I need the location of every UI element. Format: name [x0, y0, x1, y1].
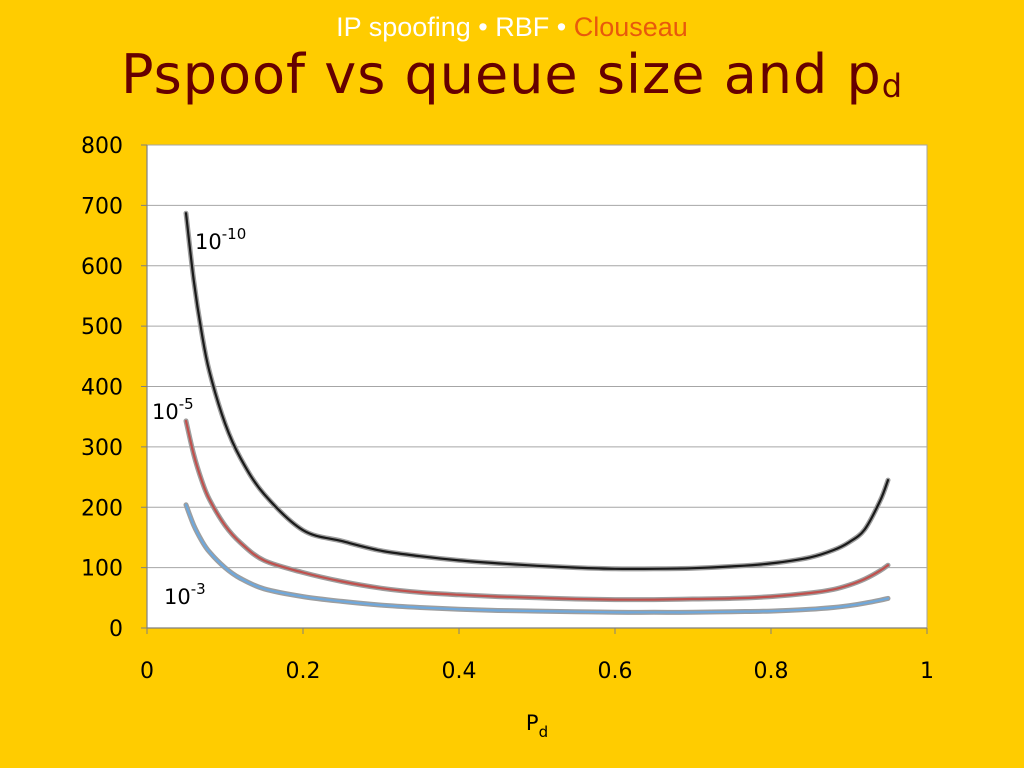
header-separator: •: [556, 12, 567, 42]
y-tick-label: 0: [109, 617, 123, 642]
y-tick-label: 800: [81, 134, 123, 159]
y-tick-label: 400: [81, 376, 123, 401]
header-topic-rbf: RBF: [495, 12, 550, 42]
series-line: [184, 212, 890, 571]
y-tick-label: 500: [81, 315, 123, 340]
series-label-base: 10: [164, 585, 191, 609]
x-tick-label: 0.8: [754, 659, 789, 684]
series-label: 10-10: [195, 225, 246, 254]
y-tick-label: 100: [81, 557, 123, 582]
slide-header: IP spoofing • RBF • Clouseau: [0, 10, 1024, 44]
series-label: 10-5: [152, 395, 194, 424]
x-tick-label: 0.6: [598, 659, 633, 684]
slide-title-subscript: d: [881, 67, 904, 105]
series-line: [184, 419, 890, 601]
y-tick-label: 700: [81, 194, 123, 219]
slide-title: Pspoof vs queue size and pd: [0, 42, 1024, 119]
series-label: 10-3: [164, 580, 206, 609]
series-label-exponent: -5: [179, 395, 194, 413]
x-tick-label: 0: [140, 659, 154, 684]
x-tick-label: 0.2: [286, 659, 321, 684]
series-label-exponent: -3: [191, 580, 206, 598]
x-tick-label: 0.4: [442, 659, 477, 684]
series-label-base: 10: [195, 230, 222, 254]
header-topic-ip-spoofing: IP spoofing: [336, 12, 471, 42]
series-label-base: 10: [152, 400, 179, 424]
y-tick-label: 300: [81, 436, 123, 461]
header-topic-clouseau: Clouseau: [573, 12, 688, 42]
header-separator: •: [478, 12, 488, 42]
slide-title-main: Pspoof vs queue size and p: [120, 43, 882, 106]
x-axis-label-subscript: d: [539, 723, 549, 741]
series-label-exponent: -10: [222, 225, 247, 243]
x-tick-label: 1: [920, 659, 934, 684]
y-tick-label: 600: [81, 255, 123, 280]
x-axis-label: Pd: [526, 711, 548, 741]
y-tick-label: 200: [81, 496, 123, 521]
series-line: [184, 503, 890, 614]
